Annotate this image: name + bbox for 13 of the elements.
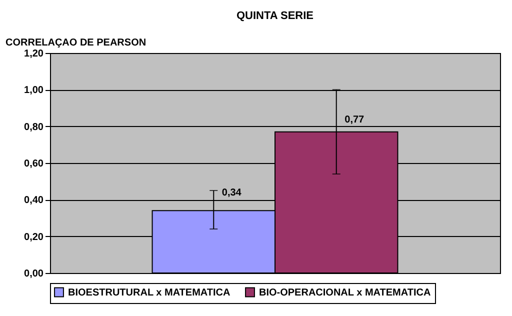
y-tick-label: 0,40 <box>24 195 44 206</box>
legend-label: BIOESTRUTURAL x MATEMATICA <box>68 287 230 298</box>
y-tick-label: 0,00 <box>24 268 44 280</box>
y-tick-label: 1,00 <box>24 85 44 96</box>
y-tick-label: 0,80 <box>24 122 44 133</box>
chart-title: QUINTA SERIE <box>236 10 314 22</box>
data-label: 0,34 <box>222 188 242 199</box>
legend-label: BIO-OPERACIONAL x MATEMATICA <box>259 287 431 298</box>
y-tick-label: 0,60 <box>24 158 44 170</box>
y-axis-title: CORRELAÇAO DE PEARSON <box>6 38 146 48</box>
y-tick-label: 1,20 <box>24 48 44 60</box>
data-label: 0,77 <box>344 114 365 126</box>
y-tick-label: 0,20 <box>24 232 44 243</box>
